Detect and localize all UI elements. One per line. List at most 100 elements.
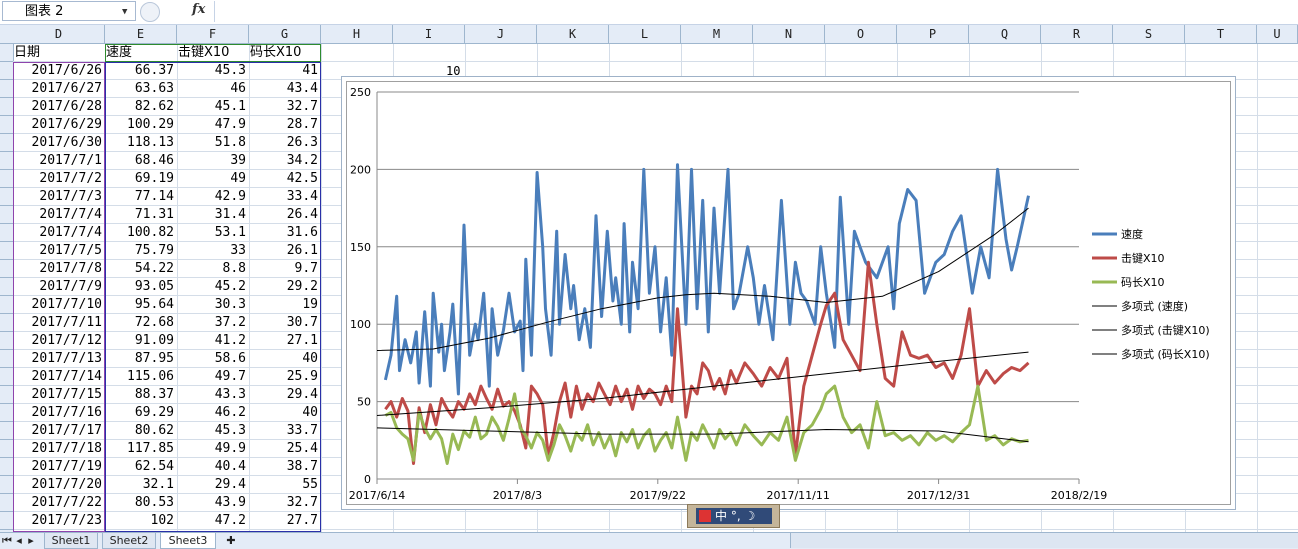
value-cell[interactable]: 91.09 — [134, 333, 174, 348]
row-header[interactable] — [0, 296, 13, 314]
row-header[interactable] — [0, 350, 13, 368]
column-header-o[interactable]: O — [825, 25, 897, 43]
row-header[interactable] — [0, 80, 13, 98]
value-cell[interactable]: 46 — [230, 81, 246, 96]
value-cell[interactable]: 9.7 — [294, 261, 318, 276]
date-cell[interactable]: 2017/7/14 — [31, 369, 102, 384]
value-cell[interactable]: 87.95 — [134, 351, 174, 366]
value-cell[interactable]: 46.2 — [214, 405, 246, 420]
row-header[interactable] — [0, 224, 13, 242]
value-cell[interactable]: 29.4 — [214, 477, 246, 492]
header-cell[interactable]: 码长X10 — [250, 45, 302, 60]
value-cell[interactable]: 62.54 — [134, 459, 174, 474]
row-header[interactable] — [0, 368, 13, 386]
row-header[interactable] — [0, 440, 13, 458]
insert-function-button[interactable]: fx — [192, 2, 206, 17]
value-cell[interactable]: 43.9 — [214, 495, 246, 510]
value-cell[interactable]: 118.13 — [127, 135, 174, 150]
tab-next-icon[interactable]: ▸ — [28, 534, 34, 547]
horizontal-scrollbar[interactable] — [790, 533, 1298, 548]
date-cell[interactable]: 2017/7/20 — [31, 477, 102, 492]
value-cell[interactable]: 26.1 — [286, 243, 318, 258]
row-header[interactable] — [0, 116, 13, 134]
date-cell[interactable]: 2017/7/5 — [39, 243, 102, 258]
date-cell[interactable]: 2017/7/11 — [31, 315, 102, 330]
column-header-q[interactable]: Q — [969, 25, 1041, 43]
column-header-j[interactable]: J — [465, 25, 537, 43]
ime-status[interactable]: 中 °, ☽ — [696, 508, 772, 524]
column-header-l[interactable]: L — [609, 25, 681, 43]
row-header[interactable] — [0, 458, 13, 476]
value-cell[interactable]: 66.37 — [134, 63, 174, 78]
row-header[interactable] — [0, 98, 13, 116]
chart-object[interactable]: 0 50 100 150 200 250 2017/6/14 2017/8/3 2017/9/2… — [341, 76, 1236, 510]
value-cell[interactable]: 69.19 — [134, 171, 174, 186]
value-cell[interactable]: 69.29 — [134, 405, 174, 420]
header-cell[interactable]: 击键X10 — [178, 45, 230, 60]
name-box[interactable]: 图表 2 — [2, 1, 136, 21]
row-header[interactable] — [0, 44, 13, 62]
date-cell[interactable]: 2017/7/8 — [39, 261, 102, 276]
date-cell[interactable]: 2017/7/19 — [31, 459, 102, 474]
value-cell[interactable]: 45.2 — [214, 279, 246, 294]
value-cell[interactable]: 102 — [150, 513, 174, 528]
row-header[interactable] — [0, 260, 13, 278]
date-cell[interactable]: 2017/7/4 — [39, 225, 102, 240]
value-cell[interactable]: 30.7 — [286, 315, 318, 330]
date-cell[interactable]: 2017/7/9 — [39, 279, 102, 294]
value-cell[interactable]: 31.6 — [286, 225, 318, 240]
date-cell[interactable]: 2017/7/4 — [39, 207, 102, 222]
column-header-f[interactable]: F — [177, 25, 249, 43]
tab-prev-icon[interactable]: ◂ — [16, 534, 22, 547]
value-cell[interactable]: 45.1 — [214, 99, 246, 114]
date-cell[interactable]: 2017/6/28 — [31, 99, 102, 114]
value-cell[interactable]: 27.7 — [286, 513, 318, 528]
date-cell[interactable]: 2017/7/16 — [31, 405, 102, 420]
value-cell[interactable]: 8.8 — [222, 261, 246, 276]
formula-input[interactable] — [214, 1, 1298, 22]
row-header[interactable] — [0, 422, 13, 440]
value-cell[interactable]: 63.63 — [134, 81, 174, 96]
value-cell[interactable]: 34.2 — [286, 153, 318, 168]
column-header-u[interactable]: U — [1257, 25, 1298, 43]
row-header[interactable] — [0, 62, 13, 80]
date-cell[interactable]: 2017/7/3 — [39, 189, 102, 204]
date-cell[interactable]: 2017/7/18 — [31, 441, 102, 456]
value-cell[interactable]: 100.29 — [127, 117, 174, 132]
value-cell[interactable]: 30.3 — [214, 297, 246, 312]
column-header-g[interactable]: G — [249, 25, 321, 43]
date-cell[interactable]: 2017/7/23 — [31, 513, 102, 528]
value-cell[interactable]: 33 — [230, 243, 246, 258]
value-cell[interactable]: 53.1 — [214, 225, 246, 240]
value-cell[interactable]: 25.4 — [286, 441, 318, 456]
row-header[interactable] — [0, 404, 13, 422]
column-header-n[interactable]: N — [753, 25, 825, 43]
value-cell[interactable]: 93.05 — [134, 279, 174, 294]
column-header-t[interactable]: T — [1185, 25, 1257, 43]
value-cell[interactable]: 117.85 — [127, 441, 174, 456]
value-cell[interactable]: 115.06 — [127, 369, 174, 384]
value-cell[interactable]: 26.4 — [286, 207, 318, 222]
date-cell[interactable]: 2017/7/15 — [31, 387, 102, 402]
value-cell[interactable]: 58.6 — [214, 351, 246, 366]
value-cell[interactable]: 49.7 — [214, 369, 246, 384]
value-cell[interactable]: 29.4 — [286, 387, 318, 402]
value-cell[interactable]: 77.14 — [134, 189, 174, 204]
value-cell[interactable]: 41 — [302, 63, 318, 78]
value-cell[interactable]: 68.46 — [134, 153, 174, 168]
chevron-down-icon[interactable]: ▼ — [122, 7, 128, 17]
value-cell[interactable]: 40 — [302, 405, 318, 420]
value-cell[interactable]: 72.68 — [134, 315, 174, 330]
insert-sheet-icon[interactable]: ✚ — [226, 534, 236, 547]
value-cell[interactable]: 40.4 — [214, 459, 246, 474]
row-header[interactable] — [0, 332, 13, 350]
column-header-i[interactable]: I — [393, 25, 465, 43]
tab-sheet1[interactable]: Sheet1 — [44, 533, 98, 549]
value-cell[interactable]: 80.53 — [134, 495, 174, 510]
tab-sheet3[interactable]: Sheet3 — [160, 533, 216, 549]
value-cell[interactable]: 31.4 — [214, 207, 246, 222]
row-header[interactable] — [0, 314, 13, 332]
column-header-e[interactable]: E — [105, 25, 177, 43]
value-cell[interactable]: 41.2 — [214, 333, 246, 348]
value-cell[interactable]: 47.2 — [214, 513, 246, 528]
